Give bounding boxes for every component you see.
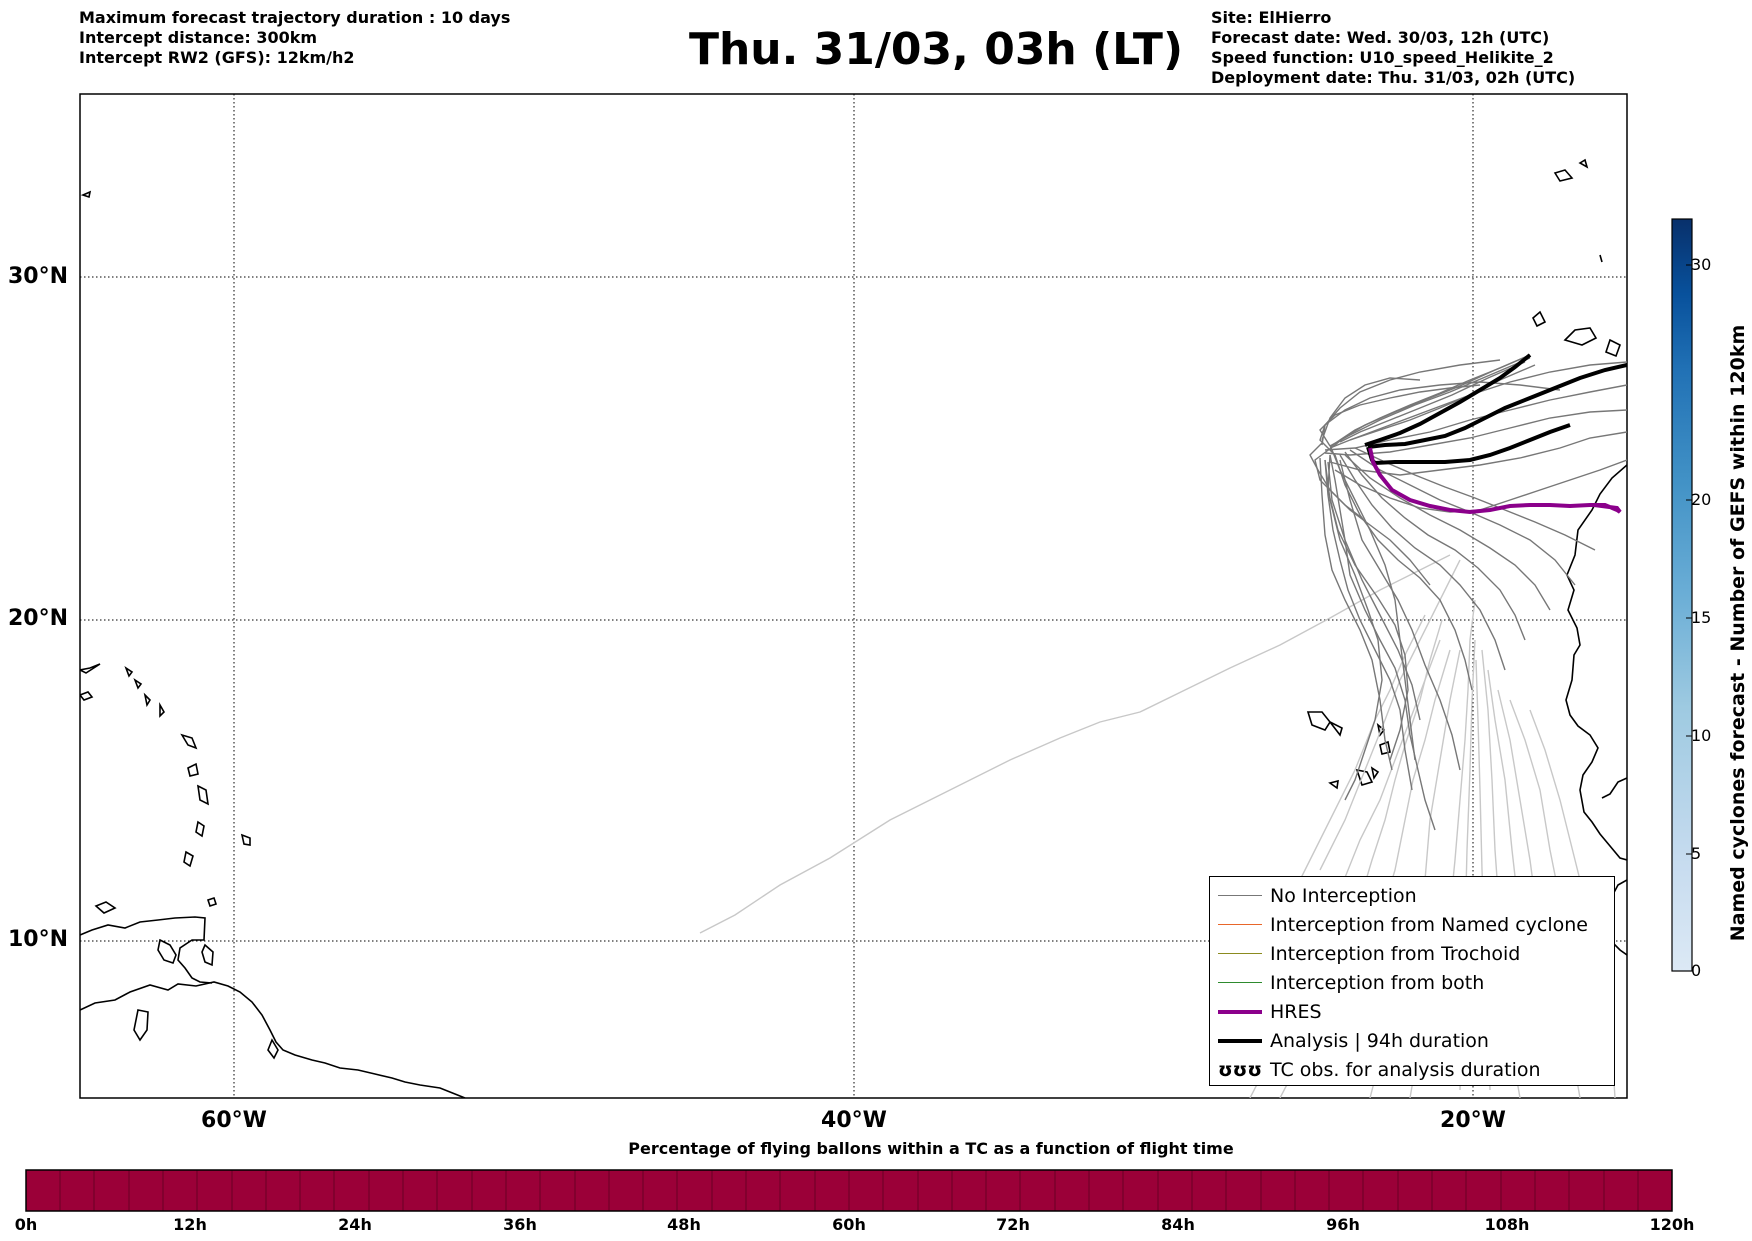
legend-swatch-black — [1218, 1038, 1262, 1043]
time-tick-48h: 48h — [667, 1215, 701, 1234]
legend-item-hres: HRES — [1210, 997, 1614, 1026]
coastline-caribbean — [80, 190, 466, 1098]
cyclone-colorbar-fill — [1671, 218, 1693, 972]
lon-label-40w: 40°W — [821, 1108, 887, 1133]
time-tick-24h: 24h — [338, 1215, 372, 1234]
analysis-trajectory-upper — [1364, 353, 1532, 447]
time-tick-72h: 72h — [996, 1215, 1030, 1234]
time-colorbar-title: Percentage of flying ballons within a TC… — [628, 1139, 1234, 1158]
legend-item-named-cyclone: Interception from Named cyclone — [1210, 910, 1614, 939]
cyclone-tick-15: 15 — [1691, 608, 1712, 627]
legend-label: Interception from Trochoid — [1270, 942, 1521, 965]
time-tick-120h: 120h — [1649, 1215, 1695, 1234]
legend-item-tc-obs: ʊʊʊ TC obs. for analysis duration — [1210, 1055, 1614, 1084]
intercept-distance-text: Intercept distance: 300km — [79, 28, 318, 47]
cyclone-colorbar — [1671, 218, 1693, 972]
max-duration-text: Maximum forecast trajectory duration : 1… — [79, 8, 511, 27]
analysis-trajectory-main — [1367, 363, 1627, 449]
tc-symbol-icon: ʊʊʊ — [1217, 1058, 1263, 1081]
time-tick-60h: 60h — [832, 1215, 866, 1234]
legend-item-no-interception: No Interception — [1210, 881, 1614, 910]
lon-label-20w: 20°W — [1440, 1108, 1506, 1133]
legend-swatch-green — [1218, 982, 1262, 983]
lat-label-10n: 10°N — [8, 927, 69, 952]
map-title: Thu. 31/03, 03h (LT) — [688, 24, 1184, 75]
forecast-parameters: Maximum forecast trajectory duration : 1… — [79, 8, 510, 68]
site-parameters: Site: ElHierro Forecast date: Wed. 30/03… — [1211, 8, 1575, 88]
legend-item-trochoid: Interception from Trochoid — [1210, 939, 1614, 968]
legend-item-analysis: Analysis | 94h duration — [1210, 1026, 1614, 1055]
legend-label: Interception from both — [1270, 971, 1485, 994]
lat-label-30n: 30°N — [8, 264, 69, 289]
cyclone-tick-20: 20 — [1691, 490, 1712, 509]
site-text: Site: ElHierro — [1211, 8, 1332, 27]
outlier-trajectory — [699, 554, 1451, 934]
legend-swatch-purple — [1218, 1009, 1262, 1014]
legend-label: TC obs. for analysis duration — [1270, 1058, 1541, 1081]
time-tick-0h: 0h — [14, 1215, 38, 1234]
forecast-date-text: Forecast date: Wed. 30/03, 12h (UTC) — [1211, 28, 1550, 47]
time-tick-12h: 12h — [173, 1215, 207, 1234]
time-tick-36h: 36h — [503, 1215, 537, 1234]
cyclone-tick-10: 10 — [1691, 726, 1712, 745]
legend-swatch-olive — [1218, 953, 1262, 954]
intercept-rw2-text: Intercept RW2 (GFS): 12km/h2 — [79, 48, 355, 67]
legend-label: Interception from Named cyclone — [1270, 913, 1588, 936]
lon-label-60w: 60°W — [201, 1108, 267, 1133]
time-colorbar — [25, 1169, 1673, 1212]
time-tick-108h: 108h — [1484, 1215, 1530, 1234]
legend-swatch-grey — [1218, 895, 1262, 896]
time-tick-96h: 96h — [1326, 1215, 1360, 1234]
cyclone-tick-30: 30 — [1691, 255, 1712, 274]
legend-label: Analysis | 94h duration — [1270, 1029, 1489, 1052]
cyclone-colorbar-label: Named cyclones forecast - Number of GEFS… — [1727, 324, 1749, 942]
legend-label: No Interception — [1270, 884, 1417, 907]
deployment-date-text: Deployment date: Thu. 31/03, 02h (UTC) — [1211, 68, 1576, 87]
map-legend: No Interception Interception from Named … — [1209, 876, 1615, 1086]
time-tick-84h: 84h — [1161, 1215, 1195, 1234]
speed-function-text: Speed function: U10_speed_Helikite_2 — [1211, 48, 1554, 67]
hres-trajectory — [1368, 447, 1622, 515]
cyclone-tick-0: 0 — [1691, 961, 1702, 980]
legend-swatch-orange — [1218, 924, 1262, 925]
cyclone-tick-5: 5 — [1691, 844, 1702, 863]
legend-item-both: Interception from both — [1210, 968, 1614, 997]
legend-label: HRES — [1270, 1000, 1322, 1023]
lat-label-20n: 20°N — [8, 606, 69, 631]
